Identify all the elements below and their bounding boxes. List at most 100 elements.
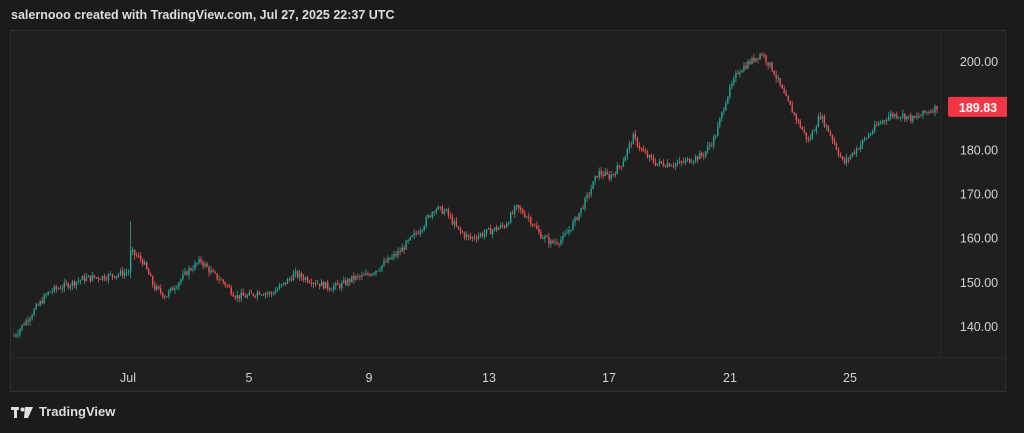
candle-body <box>280 284 283 286</box>
candle-body <box>246 295 248 298</box>
candle-body <box>781 84 783 89</box>
candle-body <box>75 281 78 286</box>
candle-body <box>763 55 765 57</box>
candle-body <box>745 65 747 69</box>
candle-body <box>803 129 805 133</box>
candle-body <box>43 295 45 304</box>
candle-body <box>218 279 220 281</box>
candle-body <box>602 174 604 176</box>
candle-body <box>471 237 474 239</box>
candle-body <box>41 301 43 304</box>
last-price-label: 189.83 <box>959 101 997 115</box>
candle-body <box>636 137 639 146</box>
candle-body <box>877 123 880 126</box>
candle-body <box>670 165 673 167</box>
candle-body <box>568 230 570 233</box>
candle-body <box>801 127 803 130</box>
candle-body <box>192 269 194 271</box>
candle-body <box>934 105 936 113</box>
candle-body <box>843 159 846 163</box>
candle-body <box>349 279 351 282</box>
candle-body <box>566 232 568 234</box>
price-chart[interactable]: 200.00190.00180.00170.00160.00150.00140.… <box>11 31 1007 393</box>
candle-body <box>825 125 828 127</box>
candle-body <box>23 324 25 326</box>
candle-body <box>107 274 110 280</box>
candle-body <box>630 143 633 145</box>
candle-body <box>455 221 458 227</box>
candle-body <box>447 209 450 216</box>
candle-body <box>139 256 142 260</box>
candle-body <box>755 58 757 62</box>
candle-body <box>715 136 717 137</box>
candle-body <box>141 259 144 265</box>
candle-body <box>115 275 118 278</box>
candle-body <box>692 161 695 163</box>
candle-body <box>105 279 108 281</box>
candle-body <box>389 257 391 260</box>
candle-body <box>296 271 299 278</box>
candle-body <box>656 163 659 166</box>
candle-body <box>554 242 556 244</box>
candle-body <box>81 276 84 281</box>
candle-body <box>451 216 454 225</box>
candle-body <box>427 215 429 218</box>
candle-body <box>363 274 365 276</box>
candle-body <box>648 155 651 158</box>
candle-body <box>795 113 797 120</box>
candle-body <box>174 288 176 291</box>
candle-body <box>59 288 61 290</box>
candle-body <box>238 294 240 299</box>
candle-body <box>855 148 858 154</box>
candle-body <box>686 158 689 160</box>
candle-body <box>234 296 236 299</box>
candle-body <box>548 236 550 244</box>
candle-body <box>445 209 448 211</box>
candle-body <box>220 279 222 281</box>
candle-body <box>61 288 63 290</box>
y-tick-label: 160.00 <box>960 232 998 246</box>
candle-body <box>224 282 226 286</box>
candle-body <box>71 281 74 286</box>
candle-body <box>881 120 884 123</box>
candle-body <box>326 282 329 289</box>
candle-body <box>592 181 594 189</box>
candle-body <box>437 206 440 210</box>
candle-body <box>373 273 375 275</box>
candle-body <box>417 233 419 235</box>
candle-body <box>841 156 844 160</box>
candle-body <box>875 124 878 126</box>
candle-body <box>345 280 347 285</box>
candle-body <box>439 206 442 208</box>
candle-body <box>172 287 174 291</box>
candle-body <box>13 335 15 337</box>
candle-body <box>811 131 814 139</box>
candle-body <box>379 269 381 271</box>
candle-body <box>198 258 200 264</box>
candle-body <box>614 173 616 175</box>
candle-body <box>793 112 795 114</box>
candle-body <box>385 261 387 263</box>
candle-body <box>606 172 608 175</box>
candle-body <box>465 234 468 238</box>
candle-body <box>727 96 729 104</box>
candle-body <box>731 83 733 87</box>
candle-body <box>680 161 683 163</box>
candle-body <box>493 227 496 231</box>
candle-body <box>206 263 208 267</box>
candle-body <box>616 165 618 175</box>
candle-body <box>184 271 186 275</box>
candle-body <box>131 249 134 252</box>
candle-body <box>272 293 275 295</box>
candle-body <box>580 207 582 213</box>
x-tick-label: 21 <box>723 371 737 385</box>
candle-body <box>300 273 303 278</box>
candle-body <box>15 335 17 336</box>
candle-body <box>103 275 106 280</box>
candle-body <box>99 279 102 280</box>
candle-body <box>741 70 743 73</box>
candle-body <box>833 139 836 144</box>
candle-body <box>831 135 834 140</box>
candle-body <box>33 309 35 316</box>
chart-area[interactable]: 200.00190.00180.00170.00160.00150.00140.… <box>10 30 1007 393</box>
